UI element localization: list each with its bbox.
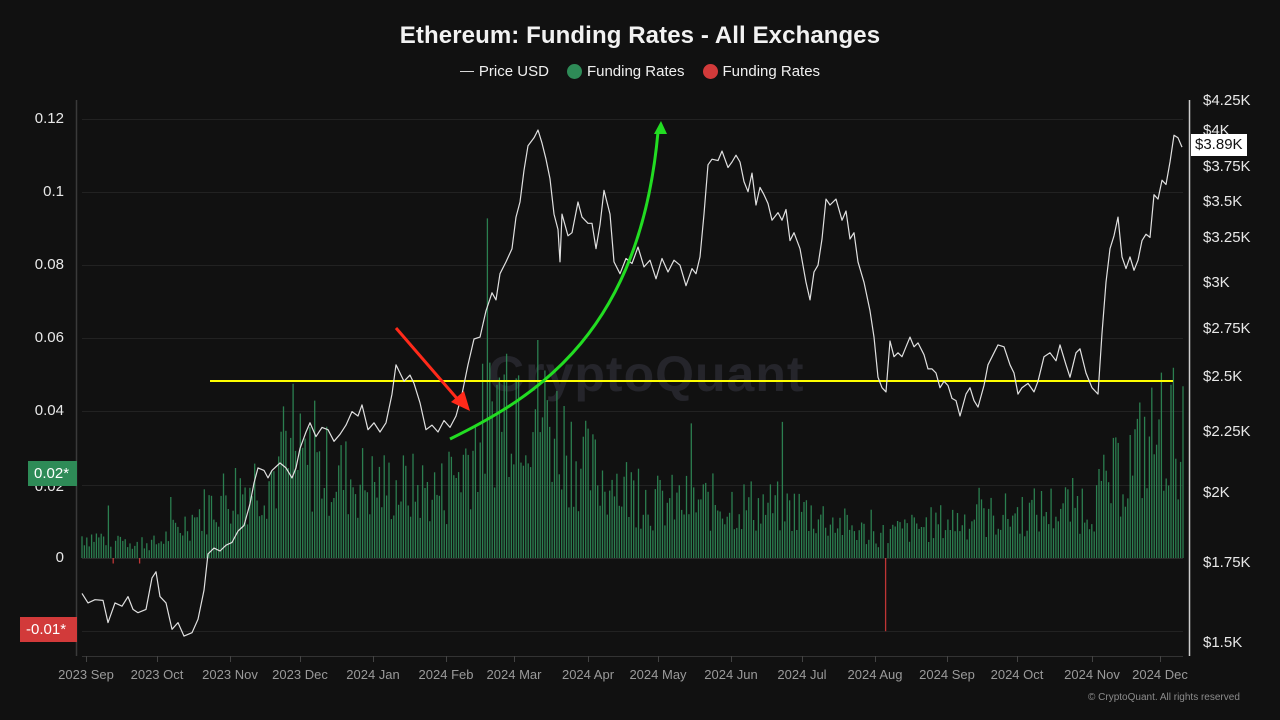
right-tick: $3.25K [1203, 229, 1251, 246]
legend-item-price[interactable]: Price USD [459, 63, 549, 80]
x-tick: 2024 May [629, 667, 687, 682]
funding-rate-bars [81, 218, 1184, 632]
x-tick: 2023 Sep [58, 667, 114, 682]
right-tick: $2.5K [1203, 368, 1243, 385]
x-tick: 2024 Mar [486, 667, 542, 682]
x-tick: 2024 Dec [1132, 667, 1188, 682]
chart-legend: Price USD Funding Rates Funding Rates [0, 63, 1280, 80]
funding-low-badge: -0.01* [20, 617, 77, 642]
x-tick: 2024 Feb [418, 667, 474, 682]
left-tick: 0.04 [34, 402, 64, 419]
x-tick: 2024 Apr [561, 667, 615, 682]
watermark: CryptoQuant [488, 346, 805, 402]
green-dot-icon [566, 64, 582, 79]
x-tick: 2024 Jan [346, 667, 400, 682]
x-tick: 2024 Nov [1064, 667, 1120, 682]
legend-label: Funding Rates [586, 63, 685, 80]
left-tick: 0.1 [43, 183, 64, 200]
right-tick: $2.75K [1203, 320, 1251, 337]
x-tick: 2024 Aug [847, 667, 903, 682]
legend-item-funding-negative[interactable]: Funding Rates [702, 63, 821, 80]
right-tick: $2K [1203, 484, 1230, 501]
funding-high-badge: 0.02* [28, 461, 77, 486]
right-tick: $2.25K [1203, 423, 1251, 440]
line-swatch-icon [459, 71, 474, 72]
right-tick: $3.75K [1203, 158, 1251, 175]
left-tick: 0.08 [34, 256, 64, 273]
x-tick: 2023 Nov [202, 667, 258, 682]
x-tick: 2024 Oct [990, 667, 1044, 682]
left-tick: 0.06 [34, 329, 64, 346]
chart-title: Ethereum: Funding Rates - All Exchanges [399, 22, 881, 49]
legend-label: Funding Rates [722, 63, 821, 80]
x-tick: 2024 Jul [777, 667, 827, 682]
red-dot-icon [702, 64, 718, 79]
left-tick: 0.12 [34, 110, 64, 127]
red-down-arrow-icon [394, 327, 470, 411]
grid-lines [82, 119, 1183, 632]
green-up-arrow-icon [449, 121, 667, 441]
price-line [81, 129, 1183, 637]
legend-label: Price USD [478, 63, 549, 80]
copyright-text: © CryptoQuant. All rights reserved [1088, 692, 1240, 703]
x-tick: 2023 Dec [272, 667, 328, 682]
right-tick: $1.75K [1203, 554, 1251, 571]
right-tick: $1.5K [1203, 634, 1243, 651]
x-tick: 2024 Jun [704, 667, 758, 682]
x-tick: 2024 Sep [919, 667, 975, 682]
left-tick: 0 [55, 549, 64, 566]
legend-item-funding-positive[interactable]: Funding Rates [566, 63, 685, 80]
x-tick: 2023 Oct [130, 667, 184, 682]
current-price-badge: $3.89K [1191, 134, 1247, 156]
right-tick: $3.5K [1203, 193, 1243, 210]
right-tick: $4.25K [1203, 92, 1251, 109]
right-tick: $3K [1203, 274, 1230, 291]
